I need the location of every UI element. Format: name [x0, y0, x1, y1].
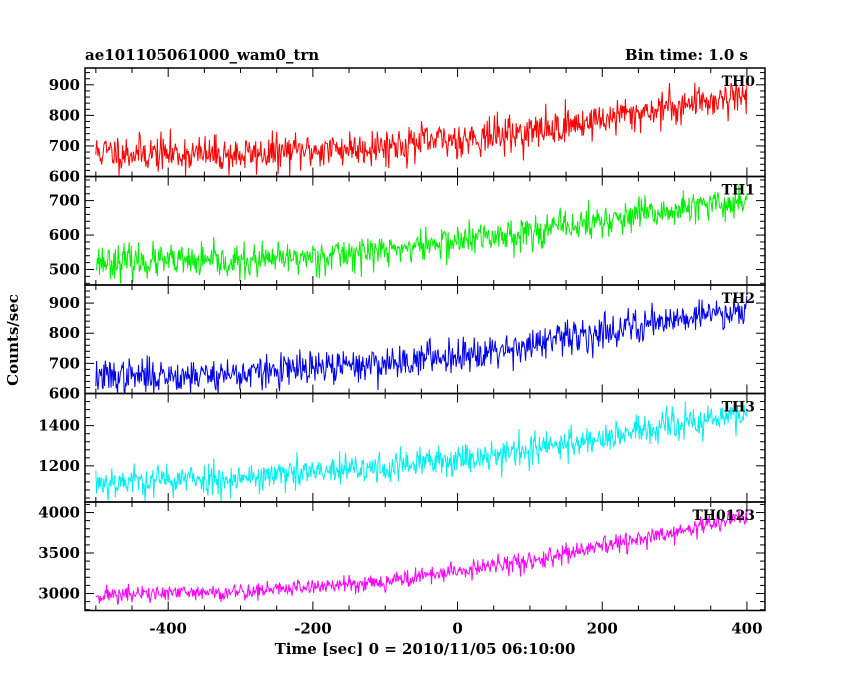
y-tick-label: 700 — [49, 354, 80, 372]
panel-label-th2: TH2 — [722, 291, 755, 307]
y-tick-label: 600 — [49, 168, 80, 186]
panel-frame — [84, 175, 766, 286]
series-line-th0 — [95, 80, 748, 177]
x-tick-label: 200 — [587, 620, 618, 638]
y-tick-label: 500 — [49, 261, 80, 279]
series-line-th1 — [95, 184, 748, 284]
panel-label-th1: TH1 — [722, 183, 755, 199]
y-tick-label: 800 — [49, 324, 80, 342]
x-tick-label: -400 — [149, 620, 187, 638]
panel-label-th3: TH3 — [722, 400, 755, 416]
y-tick-label: 3500 — [38, 544, 80, 562]
y-tick-label: 4000 — [38, 504, 80, 522]
series-line-th3 — [95, 401, 748, 502]
panel-frame — [84, 501, 766, 612]
panel-label-th0123: TH0123 — [692, 508, 755, 524]
y-tick-label: 700 — [49, 192, 80, 210]
bin-time-label: Bin time: 1.0 s — [625, 46, 748, 64]
panels-group: 600 700 800 900 TH0 500 600 700 TH1 600 700 800 900 T… — [38, 67, 766, 638]
y-tick-label: 900 — [49, 294, 80, 312]
y-axis-label: Counts/sec — [4, 294, 22, 386]
y-tick-label: 600 — [49, 385, 80, 403]
y-tick-label: 800 — [49, 106, 80, 124]
y-tick-label: 700 — [49, 137, 80, 155]
panel-frame — [84, 67, 766, 178]
x-tick-label: -200 — [294, 620, 332, 638]
y-tick-label: 3000 — [38, 584, 80, 602]
x-axis-label: Time [sec] 0 = 2010/11/05 06:10:00 — [275, 640, 576, 658]
y-tick-label: 600 — [49, 226, 80, 244]
x-tick-label: 0 — [452, 620, 462, 638]
x-tick-label: 400 — [731, 620, 762, 638]
y-tick-label: 1400 — [38, 417, 80, 435]
y-tick-label: 1200 — [38, 457, 80, 475]
plot-title: ae101105061000_wam0_trn — [85, 46, 319, 64]
panel-label-th0: TH0 — [722, 74, 756, 90]
series-line-th2 — [95, 295, 748, 394]
series-line-th0123 — [95, 508, 748, 605]
y-tick-label: 900 — [49, 76, 80, 94]
